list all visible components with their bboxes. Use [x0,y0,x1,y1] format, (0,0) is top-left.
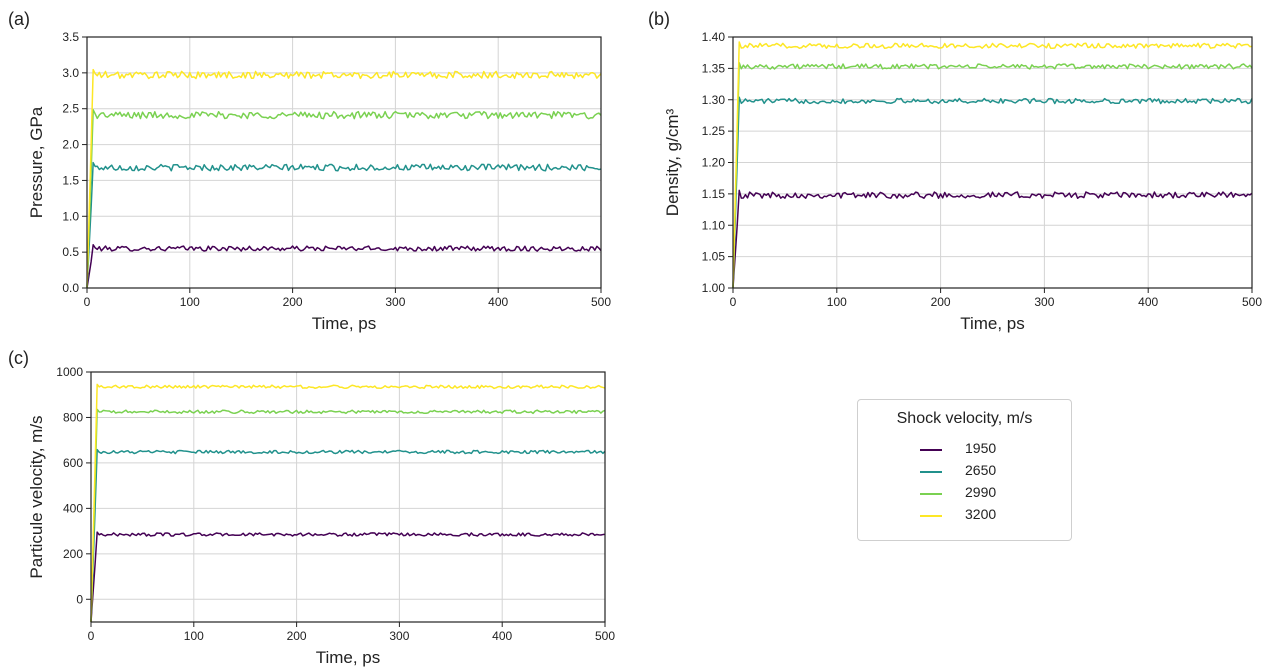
y-tick-label: 1.05 [702,250,726,264]
y-tick-label: 1000 [56,365,83,379]
y-tick-label: 0.0 [62,281,79,295]
series-line-2990 [732,61,1253,289]
series-line-1950 [86,244,602,289]
series-line-3200 [90,383,606,623]
legend-label: 1950 [965,440,997,456]
legend-label: 2990 [965,484,997,500]
panel-label: (c) [8,348,29,368]
y-axis-label: Pressure, GPa [27,106,46,218]
x-tick-label: 100 [184,629,204,643]
series-line-2990 [90,408,606,623]
y-tick-label: 1.40 [702,30,726,44]
y-tick-label: 1.35 [702,61,726,75]
legend-label: 3200 [965,506,997,522]
legend-title: Shock velocity, m/s [896,410,1033,427]
legend-swatch [920,515,942,517]
x-tick-label: 300 [1034,295,1054,309]
y-tick-label: 0.5 [62,245,79,259]
x-tick-label: 100 [180,295,200,309]
x-tick-label: 0 [88,629,95,643]
y-tick-label: 200 [63,547,83,561]
panel-label: (a) [8,9,30,29]
series-line-2990 [86,109,602,289]
y-tick-label: 1.30 [702,93,726,107]
x-tick-label: 200 [283,295,303,309]
y-tick-label: 400 [63,501,83,515]
series-line-2650 [732,96,1253,289]
x-tick-label: 300 [385,295,405,309]
x-tick-label: 400 [492,629,512,643]
panel-label: (b) [648,9,670,29]
legend-swatch [920,471,942,473]
legend: Shock velocity, m/s 1950 2650 2990 3200 [857,399,1072,541]
series-line-1950 [90,531,606,623]
x-tick-label: 100 [827,295,847,309]
series-line-2650 [90,448,606,623]
y-tick-label: 800 [63,410,83,424]
x-tick-label: 400 [488,295,508,309]
y-tick-label: 1.20 [702,156,726,170]
y-tick-label: 1.10 [702,218,726,232]
x-tick-label: 500 [1242,295,1262,309]
chart-panel-b: 0 100 200 300 400 500 1.00 1.05 1.10 1.15 1.20 1.25… [648,9,1262,333]
y-tick-label: 1.5 [62,173,79,187]
x-axis-label: Time, ps [316,648,381,667]
x-tick-label: 0 [84,295,91,309]
series-line-2650 [86,161,602,289]
y-tick-label: 3.0 [62,66,79,80]
axes-frame [90,371,606,623]
series-line-3200 [86,68,602,289]
chart-panel-a: 0 100 200 300 400 500 0.0 0.5 1.0 1.5 2.0 2.5 3.0 3.5… [8,9,611,333]
y-axis-label: Density, g/cm³ [663,108,682,216]
x-tick-label: 200 [931,295,951,309]
chart-panel-c: 0 100 200 300 400 500 0 200 400 600 800 1000 Time, p… [8,348,615,667]
y-axis-label: Particule velocity, m/s [27,415,46,578]
y-tick-label: 1.00 [702,281,726,295]
x-axis-label: Time, ps [312,314,377,333]
x-tick-label: 200 [287,629,307,643]
x-tick-label: 500 [591,295,611,309]
x-tick-label: 400 [1138,295,1158,309]
y-tick-label: 1.0 [62,209,79,223]
x-tick-label: 300 [389,629,409,643]
axes-frame [86,36,602,289]
x-axis-label: Time, ps [960,314,1025,333]
y-tick-label: 1.15 [702,187,726,201]
legend-swatch [920,493,942,495]
legend-label: 2650 [965,462,997,478]
x-tick-label: 500 [595,629,615,643]
series-line-3200 [732,41,1253,289]
x-tick-label: 0 [730,295,737,309]
series-line-1950 [732,189,1253,289]
y-tick-label: 3.5 [62,30,79,44]
legend-swatch [920,449,942,451]
y-tick-label: 1.25 [702,124,726,138]
y-tick-label: 2.0 [62,138,79,152]
y-tick-label: 2.5 [62,102,79,116]
y-tick-label: 0 [76,592,83,606]
y-tick-label: 600 [63,456,83,470]
